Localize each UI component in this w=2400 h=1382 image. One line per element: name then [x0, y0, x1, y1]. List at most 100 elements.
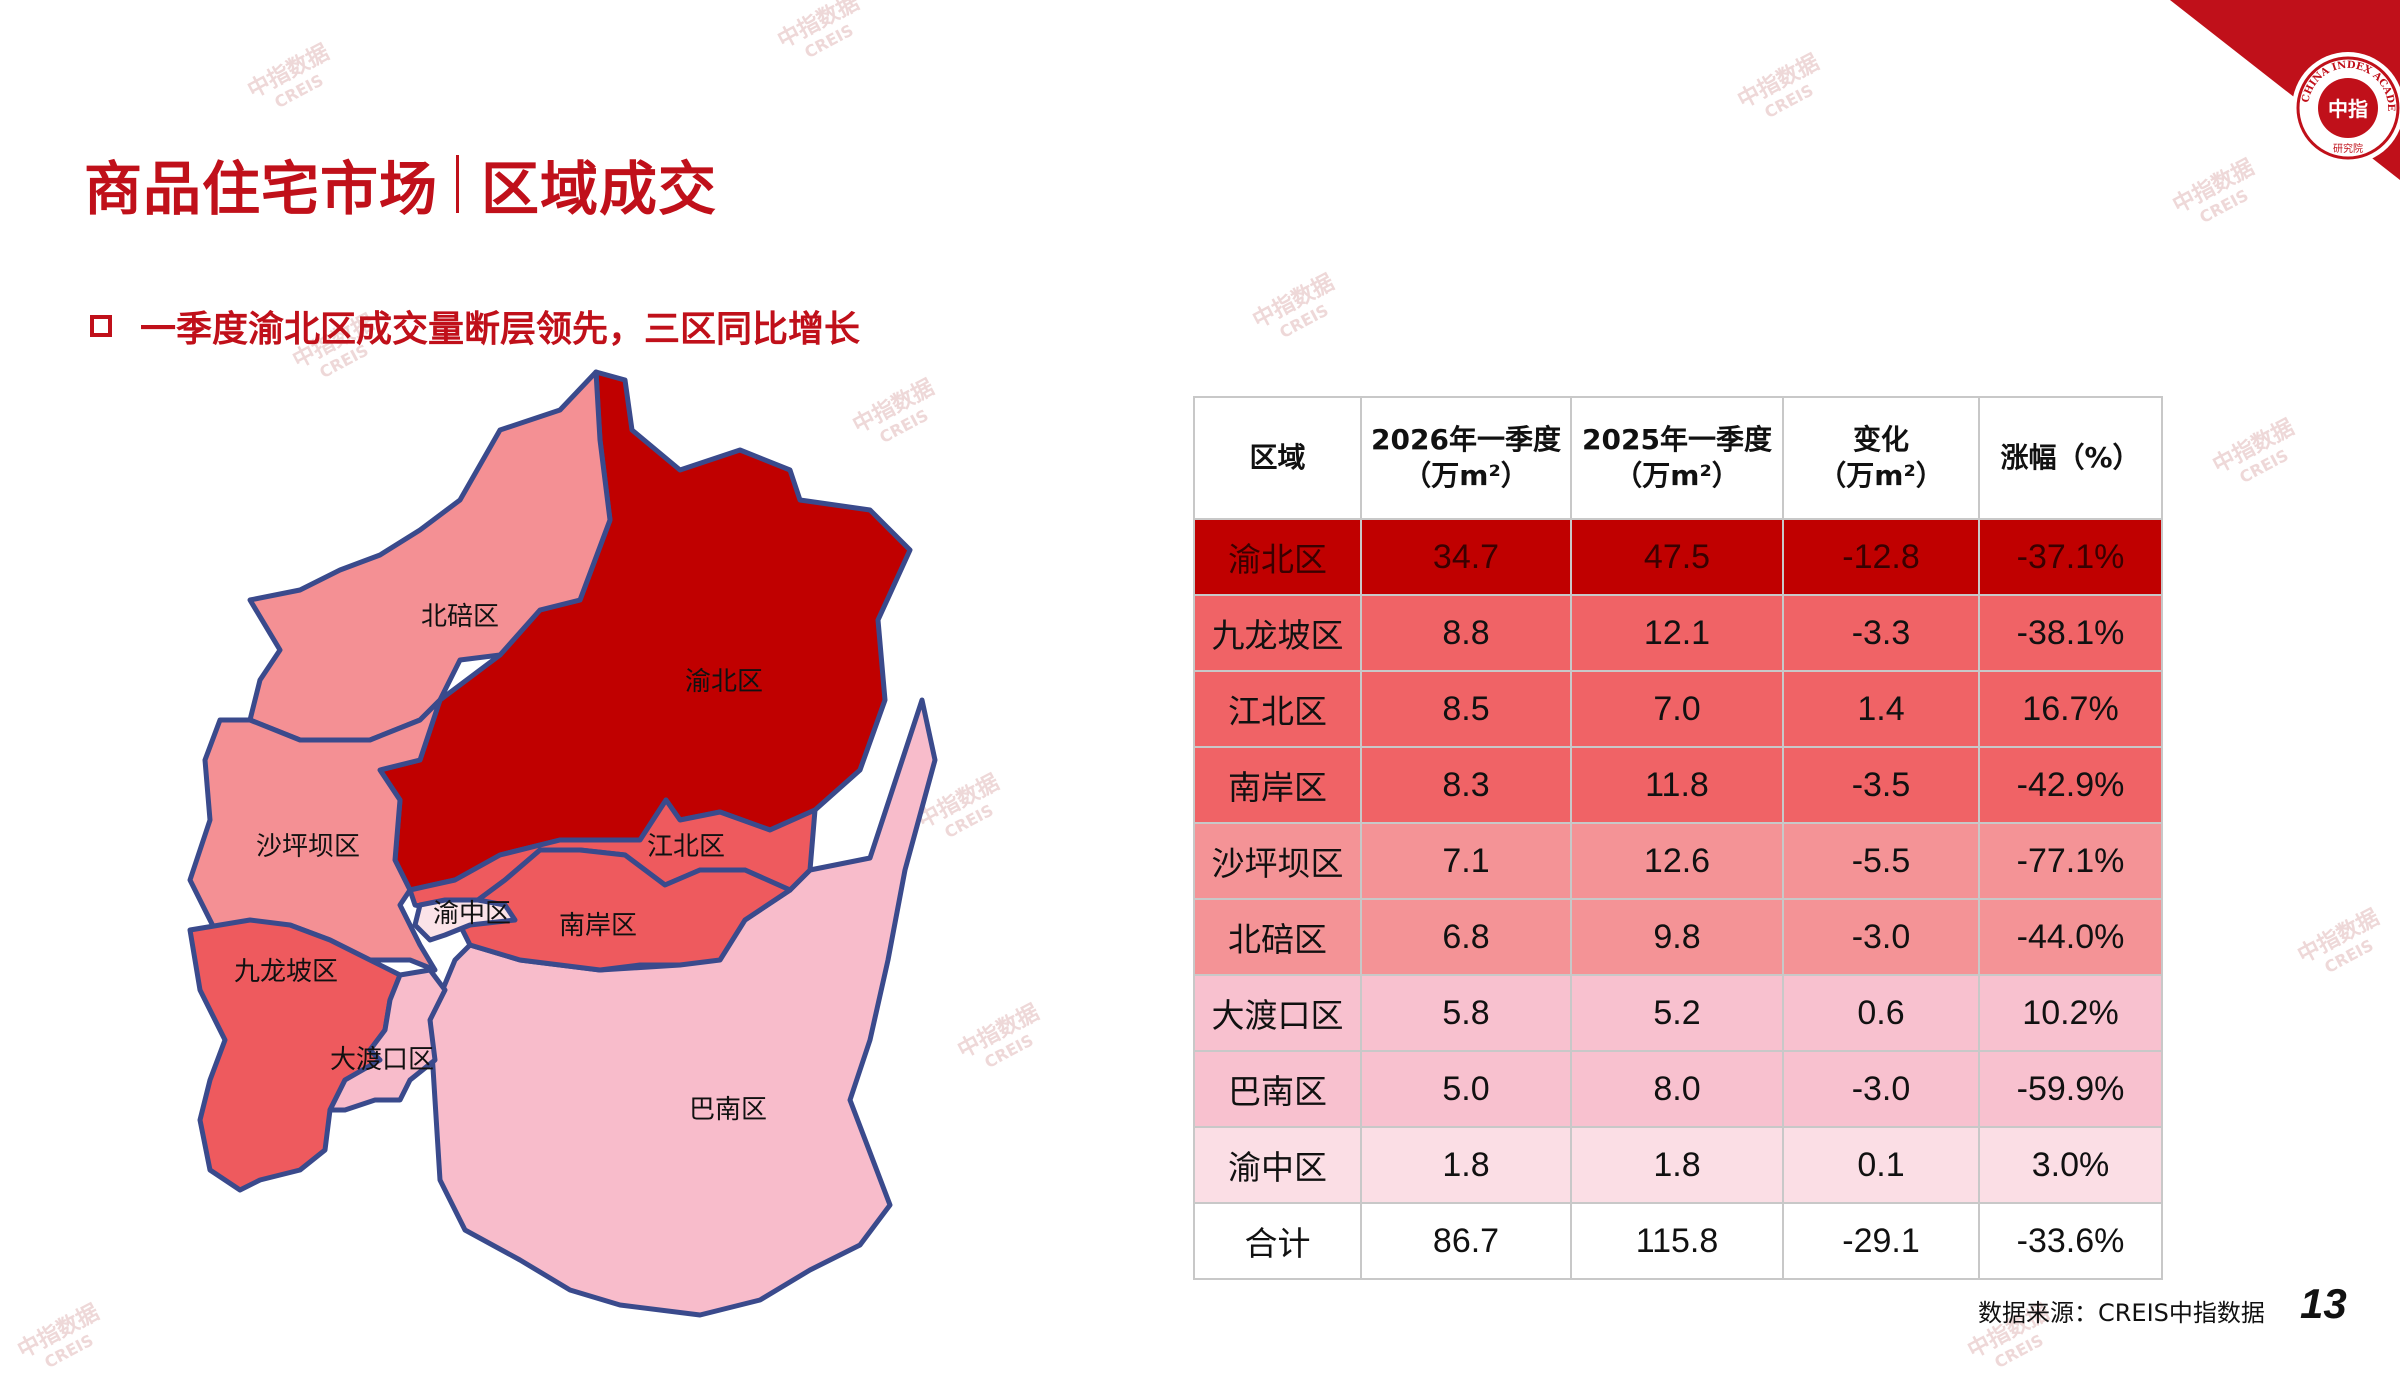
table-cell-value: 1.8	[1360, 1126, 1572, 1204]
table-cell-value: 7.1	[1360, 822, 1572, 900]
table-cell-value: -3.0	[1782, 1050, 1980, 1128]
label-yuzhong: 渝中区	[433, 899, 511, 929]
table-row: 渝中区 1.8 1.8 0.1 3.0%	[1193, 1126, 2163, 1204]
table-row: 九龙坡区 8.8 12.1 -3.3 -38.1%	[1193, 594, 2163, 672]
region-dadukou	[327, 967, 448, 1113]
table-row: 合计 86.7 115.8 -29.1 -33.6%	[1193, 1202, 2163, 1280]
table-cell-value: 0.6	[1782, 974, 1980, 1052]
table-row: 渝北区 34.7 47.5 -12.8 -37.1%	[1193, 518, 2163, 596]
table-cell-value: -3.0	[1782, 898, 1980, 976]
table-cell-value: -12.8	[1782, 518, 1980, 596]
table-cell-value: 5.0	[1360, 1050, 1572, 1128]
label-nanan: 南岸区	[559, 911, 637, 941]
academy-logo: CHINA INDEX ACADEMY 中指 研究院	[2170, 0, 2400, 180]
label-yubei: 渝北区	[685, 667, 763, 697]
table-cell-district: 沙坪坝区	[1193, 822, 1362, 900]
title-divider	[456, 155, 460, 213]
table-cell-value: 12.1	[1570, 594, 1784, 672]
table-cell-value: -37.1%	[1978, 518, 2163, 596]
table-cell-value: 1.4	[1782, 670, 1980, 748]
table-cell-district: 大渡口区	[1193, 974, 1362, 1052]
table-cell-value: -29.1	[1782, 1202, 1980, 1280]
table-cell-value: -3.5	[1782, 746, 1980, 824]
table-cell-value: 6.8	[1360, 898, 1572, 976]
table-cell-value: -77.1%	[1978, 822, 2163, 900]
table-cell-value: 9.8	[1570, 898, 1784, 976]
table-cell-district: 江北区	[1193, 670, 1362, 748]
label-shapingba: 沙坪坝区	[256, 832, 360, 862]
table-cell-value: 11.8	[1570, 746, 1784, 824]
table-cell-value: 7.0	[1570, 670, 1784, 748]
logo-bottom-text: 研究院	[2333, 142, 2363, 155]
table-cell-value: 115.8	[1570, 1202, 1784, 1280]
region-nanan	[452, 847, 793, 973]
table-cell-value: 8.3	[1360, 746, 1572, 824]
label-jiulongpo: 九龙坡区	[234, 957, 338, 987]
table-cell-district: 巴南区	[1193, 1050, 1362, 1128]
header-district: 区域	[1193, 396, 1362, 520]
header-change: 变化 （万m²）	[1782, 396, 1980, 520]
table-cell-district: 合计	[1193, 1202, 1362, 1280]
table-row: 巴南区 5.0 8.0 -3.0 -59.9%	[1193, 1050, 2163, 1128]
table-cell-value: 8.0	[1570, 1050, 1784, 1128]
table-row: 北碚区 6.8 9.8 -3.0 -44.0%	[1193, 898, 2163, 976]
label-jiangbei: 江北区	[647, 832, 725, 862]
table-cell-value: 0.1	[1782, 1126, 1980, 1204]
table-cell-value: -33.6%	[1978, 1202, 2163, 1280]
table-row: 江北区 8.5 7.0 1.4 16.7%	[1193, 670, 2163, 748]
table-cell-value: -5.5	[1782, 822, 1980, 900]
label-beibei: 北碚区	[421, 602, 499, 632]
table-cell-value: 34.7	[1360, 518, 1572, 596]
title-section: 商品住宅市场	[84, 155, 439, 223]
table-cell-district: 北碚区	[1193, 898, 1362, 976]
header-growth: 涨幅（%）	[1978, 396, 2163, 520]
district-sales-table: 区域 2026年一季度 （万m²） 2025年一季度 （万m²） 变化 （万m²） 涨…	[1193, 396, 2163, 1280]
table-row: 南岸区 8.3 11.8 -3.5 -42.9%	[1193, 746, 2163, 824]
table-cell-district: 九龙坡区	[1193, 594, 1362, 672]
region-shapingba	[187, 697, 443, 973]
title-topic: 区域成交	[481, 155, 718, 223]
table-cell-district: 渝北区	[1193, 518, 1362, 596]
subtitle: 一季度渝北区成交量断层领先，三区同比增长	[90, 300, 860, 352]
table-cell-district: 渝中区	[1193, 1126, 1362, 1204]
label-dadukou: 大渡口区	[330, 1045, 434, 1075]
table-row: 大渡口区 5.8 5.2 0.6 10.2%	[1193, 974, 2163, 1052]
table-cell-value: 10.2%	[1978, 974, 2163, 1052]
table-cell-value: -42.9%	[1978, 746, 2163, 824]
header-2025q1: 2025年一季度 （万m²）	[1570, 396, 1784, 520]
subtitle-text: 一季度渝北区成交量断层领先，三区同比增长	[140, 309, 861, 350]
table-cell-value: 47.5	[1570, 518, 1784, 596]
table-cell-district: 南岸区	[1193, 746, 1362, 824]
page-title: 商品住宅市场 区域成交	[84, 142, 717, 226]
data-source: 数据来源：CREIS中指数据	[1978, 1299, 2265, 1327]
table-cell-value: 5.2	[1570, 974, 1784, 1052]
table-cell-value: 1.8	[1570, 1126, 1784, 1204]
table-cell-value: -59.9%	[1978, 1050, 2163, 1128]
table-cell-value: 86.7	[1360, 1202, 1572, 1280]
label-banan: 巴南区	[689, 1095, 767, 1125]
table-cell-value: 3.0%	[1978, 1126, 2163, 1204]
district-map: 北碚区 渝北区 沙坪坝区 江北区 渝中区 南岸区 九龙坡区 大渡口区 巴南区	[187, 369, 938, 1318]
table-cell-value: -38.1%	[1978, 594, 2163, 672]
table-header-row: 区域 2026年一季度 （万m²） 2025年一季度 （万m²） 变化 （万m²） 涨…	[1193, 396, 2163, 520]
table-cell-value: 12.6	[1570, 822, 1784, 900]
page-number: 13	[2300, 1280, 2347, 1327]
region-yuzhong	[412, 897, 518, 943]
table-cell-value: 8.5	[1360, 670, 1572, 748]
header-2026q1: 2026年一季度 （万m²）	[1360, 396, 1572, 520]
table-row: 沙坪坝区 7.1 12.6 -5.5 -77.1%	[1193, 822, 2163, 900]
table-cell-value: 8.8	[1360, 594, 1572, 672]
table-cell-value: 5.8	[1360, 974, 1572, 1052]
bullet-square-icon	[90, 315, 112, 337]
table-cell-value: -3.3	[1782, 594, 1980, 672]
table-cell-value: 16.7%	[1978, 670, 2163, 748]
logo-center-text: 中指	[2328, 97, 2368, 121]
